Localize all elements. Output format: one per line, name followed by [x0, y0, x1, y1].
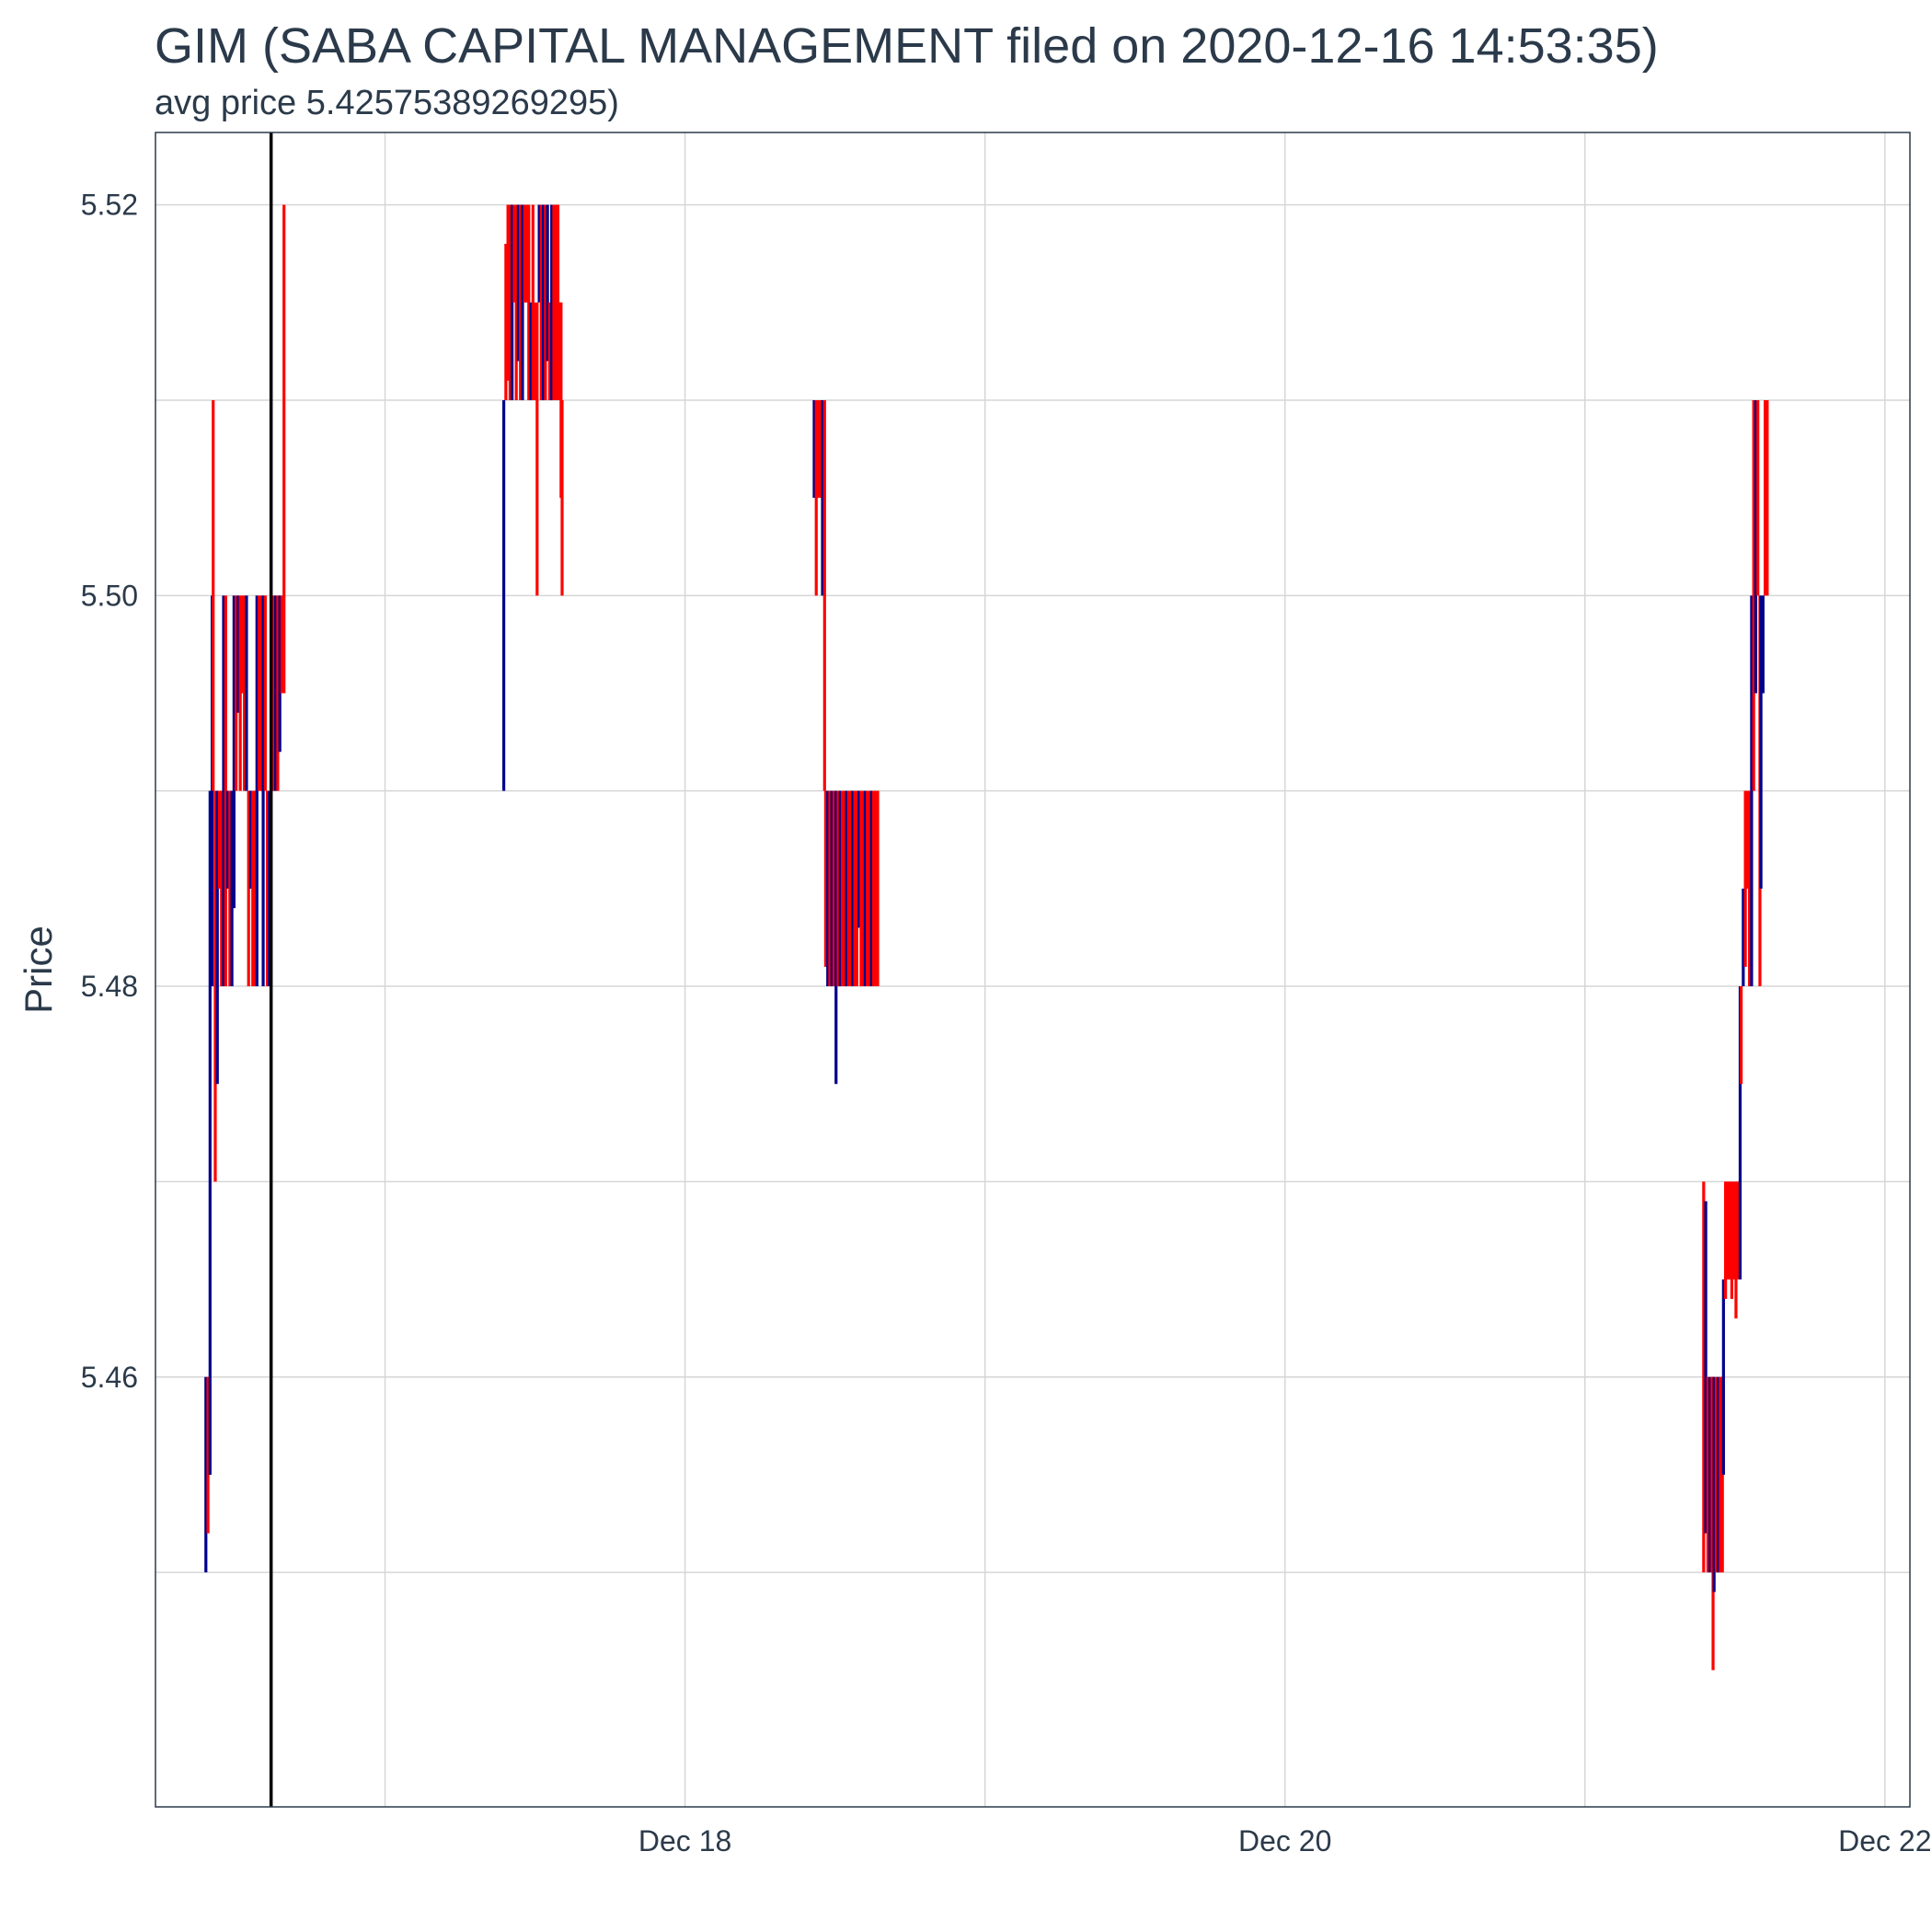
y-tick-label: 5.48: [81, 970, 138, 1003]
x-axis-ticks: Dec 18 Dec 20 Dec 22: [638, 1824, 1932, 1857]
y-tick-label: 5.52: [81, 189, 138, 222]
gridlines: [155, 132, 1910, 1807]
chart-title: GIM (SABA CAPITAL MANAGEMENT filed on 20…: [155, 18, 1659, 74]
x-tick-label: Dec 18: [638, 1824, 731, 1857]
chart-subtitle: avg price 5.42575389269295): [155, 84, 619, 122]
y-tick-label: 5.46: [81, 1361, 138, 1394]
x-tick-label: Dec 22: [1838, 1824, 1931, 1857]
y-axis-ticks: 5.46 5.48 5.50 5.52: [81, 189, 138, 1394]
x-tick-label: Dec 20: [1238, 1824, 1331, 1857]
price-bars: [204, 204, 1769, 1671]
plot-frame: [155, 132, 1911, 1808]
y-tick-label: 5.50: [81, 579, 138, 612]
y-axis-title: Price: [17, 926, 60, 1014]
